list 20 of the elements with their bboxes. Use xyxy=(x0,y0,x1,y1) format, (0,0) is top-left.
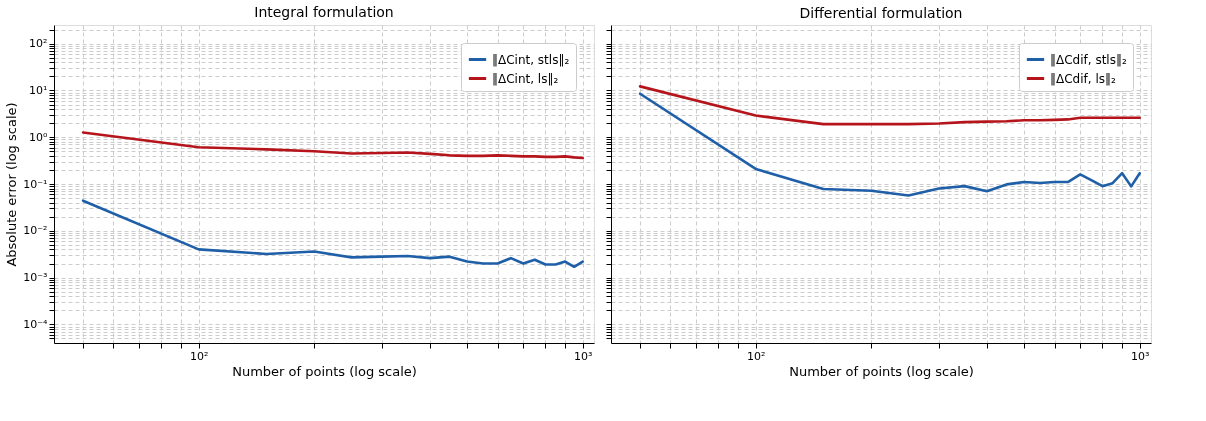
y-tick-label: 10² xyxy=(29,37,48,51)
y-axis-title: Absolute error (log scale) xyxy=(4,102,20,267)
x-tick-label: 10³ xyxy=(1131,349,1150,363)
y-tick-label: 10⁻¹ xyxy=(23,177,48,191)
legend-label: ‖ΔCint, stls‖₂ xyxy=(492,52,570,67)
x-tick-label: 10² xyxy=(189,349,209,363)
x-axis-title: Number of points (log scale) xyxy=(232,363,417,379)
y-tick-label: 10⁻³ xyxy=(23,271,48,285)
chart-title: Integral formulation xyxy=(254,3,394,20)
legend-label: ‖ΔCdif, ls‖₂ xyxy=(1050,71,1116,86)
y-tick-label: 10¹ xyxy=(29,83,48,97)
x-tick-label: 10² xyxy=(746,349,766,363)
chart-title: Differential formulation xyxy=(799,5,963,21)
x-axis-title: Number of points (log scale) xyxy=(789,363,974,379)
y-tick-label: 10⁻⁴ xyxy=(23,317,49,331)
legend-label: ‖ΔCint, ls‖₂ xyxy=(492,71,559,86)
y-tick-label: 10⁰ xyxy=(29,130,49,144)
y-tick-label: 10⁻² xyxy=(23,224,48,238)
legend-label: ‖ΔCdif, stls‖₂ xyxy=(1050,52,1127,67)
x-tick-label: 10³ xyxy=(574,349,593,363)
